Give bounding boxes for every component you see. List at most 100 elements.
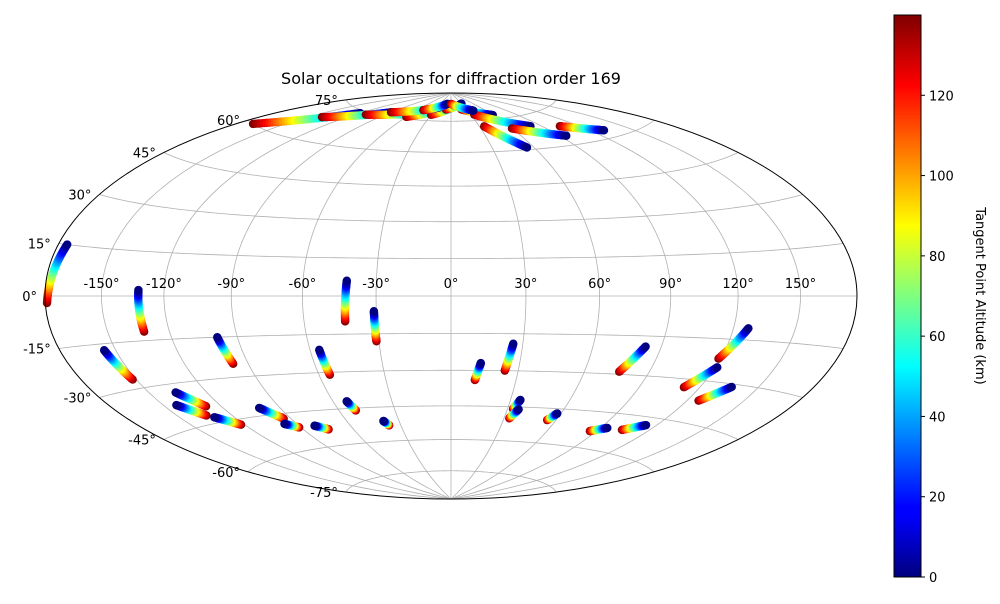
occultation-track — [342, 397, 361, 415]
lat-tick-label: -15° — [23, 343, 51, 358]
data-point — [516, 395, 525, 405]
lat-tick-label: 60° — [217, 114, 240, 129]
grid-layer — [45, 92, 857, 500]
parallel-gridline — [99, 194, 803, 223]
data-point — [469, 106, 478, 115]
occultation-track — [213, 332, 238, 369]
colorbar-tick-label: 20 — [929, 491, 946, 506]
occultation-track — [310, 421, 333, 434]
data-point — [280, 419, 289, 429]
data-point — [99, 346, 109, 355]
colorbar: 0 20 40 60 80 100 120 Tangent Point Altitude (… — [893, 14, 987, 586]
lon-tick-labels: -150° -120° -90° -60° -30° 0° 30° 60° 90° 120° 150… — [83, 277, 816, 292]
data-point — [514, 405, 523, 414]
data-point — [599, 126, 609, 135]
colorbar-gradient — [893, 14, 922, 578]
lon-tick-label: 150° — [785, 277, 816, 292]
data-point — [744, 324, 753, 333]
data-point — [210, 413, 219, 422]
lon-tick-label: -60° — [289, 277, 317, 292]
lat-tick-label: 75° — [315, 94, 338, 109]
occultation-track — [42, 240, 72, 308]
data-point — [603, 423, 612, 433]
occultation-track — [369, 306, 381, 346]
colorbar-tick-label: 120 — [929, 89, 954, 104]
data-point — [213, 332, 222, 342]
occultation-track — [99, 346, 137, 384]
occultation-track — [542, 409, 562, 425]
lat-tick-label: -60° — [212, 466, 240, 481]
data-point — [509, 339, 518, 348]
occultation-track — [679, 363, 722, 392]
colorbar-ticks: 0 20 40 60 80 100 120 — [921, 89, 954, 586]
data-point — [172, 400, 181, 410]
lon-tick-label: -120° — [146, 277, 182, 292]
parallel-gridline — [99, 369, 803, 398]
occultation-track — [617, 420, 651, 435]
map-outline — [44, 92, 858, 500]
data-point — [522, 143, 532, 152]
lon-tick-label: 30° — [514, 277, 537, 292]
colorbar-tick-label: 100 — [929, 170, 954, 185]
data-point — [310, 421, 319, 430]
data-point — [641, 342, 650, 351]
lon-tick-label: -150° — [83, 277, 119, 292]
data-point — [562, 131, 571, 140]
colorbar-label: Tangent Point Altitude (km) — [972, 206, 987, 384]
chart-title: Solar occultations for diffraction order… — [281, 69, 621, 88]
occultation-track — [500, 339, 518, 375]
data-point — [63, 240, 72, 249]
lon-tick-label: 60° — [588, 277, 611, 292]
occultation-track — [585, 423, 612, 436]
occultation-track — [280, 419, 304, 432]
data-point — [342, 397, 351, 406]
data-point — [134, 285, 143, 295]
lon-tick-label: -90° — [217, 277, 245, 292]
occultation-track — [171, 388, 211, 411]
data-point — [727, 382, 736, 392]
parallel-gridline — [163, 152, 739, 187]
parallel-gridline — [345, 470, 557, 493]
occultation-track — [507, 124, 571, 140]
occultation-track — [505, 405, 523, 423]
data-point — [342, 276, 351, 285]
occultation-track — [615, 342, 650, 376]
lat-tick-label: 15° — [28, 238, 51, 253]
lat-tick-label: -75° — [310, 486, 338, 501]
occultation-track — [714, 324, 753, 363]
data-layer — [42, 99, 753, 436]
lat-tick-label: 0° — [22, 290, 37, 305]
data-point — [553, 409, 562, 418]
lon-tick-label: 120° — [722, 277, 753, 292]
occultation-track — [254, 403, 288, 423]
occultation-track — [172, 400, 211, 420]
occultation-track — [315, 345, 335, 379]
colorbar-tick-label: 60 — [929, 330, 946, 345]
data-point — [369, 306, 379, 316]
data-point — [379, 416, 388, 426]
data-point — [713, 363, 722, 372]
parallel-gridline — [58, 333, 844, 349]
data-point — [171, 388, 180, 397]
lat-tick-label: 45° — [133, 147, 156, 162]
occultation-track — [340, 276, 351, 326]
occultation-track — [479, 122, 532, 152]
occultation-track — [379, 416, 394, 430]
occultation-track — [555, 121, 609, 135]
data-point — [476, 358, 486, 368]
occultation-track — [469, 110, 535, 131]
colorbar-tick-label: 40 — [929, 410, 946, 425]
data-point — [254, 403, 264, 413]
data-point — [641, 420, 651, 430]
lat-tick-label: -45° — [128, 434, 156, 449]
lat-tick-label: -30° — [64, 392, 92, 407]
occultation-track — [694, 382, 736, 405]
colorbar-tick-label: 80 — [929, 250, 946, 265]
colorbar-tick-label: 0 — [929, 571, 937, 586]
occultation-track — [210, 413, 246, 429]
occultation-track — [446, 99, 478, 115]
parallel-gridline — [58, 243, 844, 259]
lon-tick-label: 0° — [444, 277, 459, 292]
